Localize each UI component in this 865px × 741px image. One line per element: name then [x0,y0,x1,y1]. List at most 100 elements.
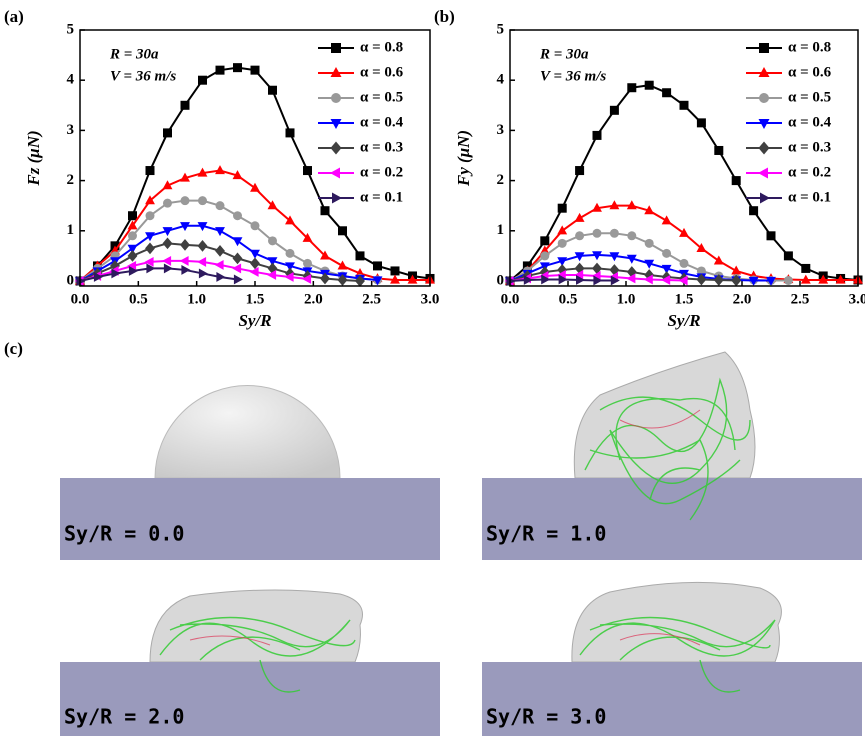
marker [127,244,138,254]
marker [557,203,567,213]
marker [250,221,260,231]
image-caption: Sy/R = 2.0 [64,705,184,729]
marker [679,100,689,110]
marker [76,276,86,286]
x-tick-label: 1.5 [246,291,265,307]
y-tick-label: 4 [67,72,75,88]
marker [835,274,846,284]
marker [285,248,295,258]
legend-label: α = 0.6 [360,64,404,80]
marker [661,271,672,283]
legend-marker [759,93,769,103]
panel-label: (a) [4,7,24,26]
plot-frame [79,29,431,287]
marker [539,266,550,278]
x-tick-label: 1.5 [675,291,694,307]
marker [592,251,602,261]
y-tick-label: 2 [497,172,505,188]
legend-label: α = 0.4 [360,114,404,130]
marker [557,238,567,248]
annotation: V = 36 m/s [540,68,606,84]
marker [180,196,190,206]
annotation: R = 30a [109,46,159,62]
legend-label: α = 0.6 [788,64,832,80]
marker [801,263,811,273]
marker [285,128,295,138]
marker [661,215,672,225]
x-tick-label: 0.0 [501,291,520,307]
marker [198,268,208,279]
marker [250,249,260,259]
legend-label: α = 0.5 [788,89,831,105]
marker [181,264,191,275]
legend-label: α = 0.5 [360,89,403,105]
marker [373,261,382,271]
marker [111,268,121,279]
marker [644,205,655,215]
marker [302,232,313,242]
marker [93,272,103,282]
legend-label: α = 0.3 [788,139,831,155]
marker [250,257,260,270]
legend-marker [758,67,770,77]
marker [748,276,759,286]
legend-marker [332,192,342,204]
marker [215,245,225,257]
marker [679,258,689,268]
marker [232,237,243,247]
marker [390,274,400,284]
marker [250,182,260,192]
marker [731,274,742,287]
y-tick-label: 1 [497,222,505,238]
y-tick-label: 5 [67,21,75,37]
x-tick-label: 3.0 [421,291,440,307]
marker [644,269,655,281]
marker [232,252,243,265]
marker [766,231,776,241]
x-tick-label: 0.5 [129,291,148,307]
marker [215,201,225,211]
y-tick-label: 0 [497,272,505,288]
marker [696,273,707,286]
marker [145,242,155,255]
marker [128,265,138,276]
marker [355,275,365,287]
marker [818,274,829,284]
y-tick-label: 4 [497,72,505,88]
x-tick-label: 0.0 [71,291,90,307]
marker [713,274,724,286]
plot-frame [509,29,859,287]
marker [643,274,653,285]
marker [145,211,155,221]
marker [198,75,207,85]
marker [714,145,724,155]
marker [302,274,312,284]
marker [574,270,584,280]
marker [627,83,637,93]
marker [644,238,654,248]
marker [390,266,400,276]
marker [232,170,243,180]
y-tick-label: 2 [67,172,75,188]
image-caption: Sy/R = 0.0 [64,522,184,546]
marker [766,276,776,286]
marker [215,65,225,75]
marker [713,255,724,265]
y-tick-label: 5 [497,21,505,37]
marker [337,260,348,270]
legend-marker [331,43,341,53]
marker [627,231,637,241]
marker [575,166,585,176]
marker [540,236,550,246]
image-caption: Sy/R = 3.0 [486,705,606,729]
marker [267,257,278,267]
x-tick-label: 2.5 [362,291,381,307]
marker [145,232,155,242]
legend-marker [758,119,770,129]
marker [783,275,793,285]
marker [661,264,672,274]
marker [144,256,154,267]
marker [626,200,637,210]
marker [128,231,137,241]
